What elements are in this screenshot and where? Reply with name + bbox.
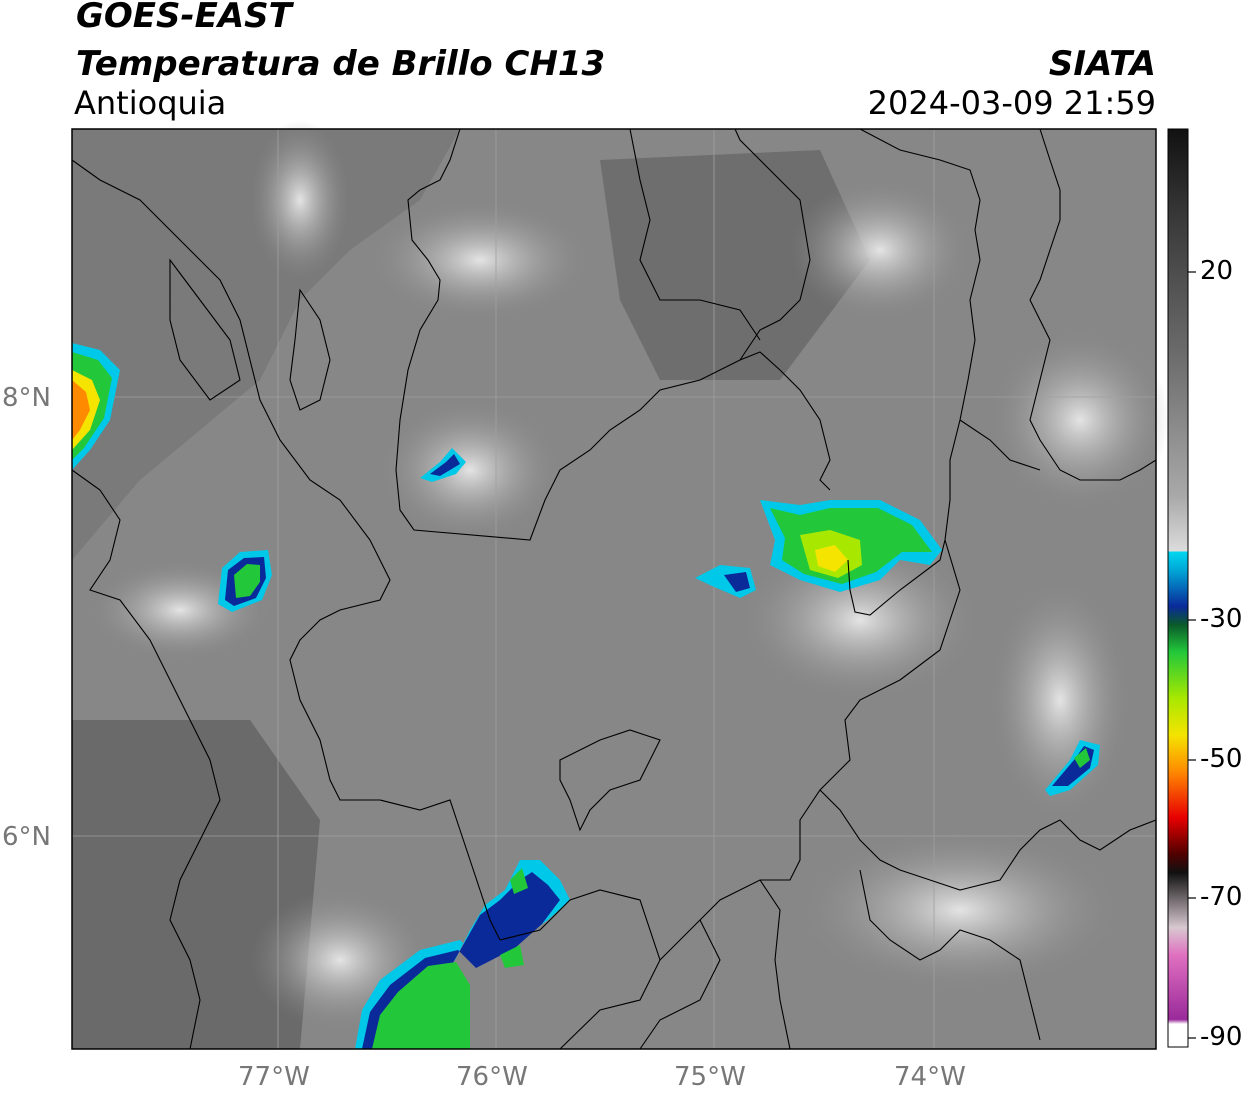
colorbar-tick-neg50: -50 bbox=[1200, 744, 1243, 774]
colorbar-tick-neg30: -30 bbox=[1200, 604, 1243, 634]
lon-label-76w: 76°W bbox=[456, 1062, 528, 1092]
colorbar-tick-20: 20 bbox=[1200, 256, 1234, 286]
organization-label: SIATA bbox=[1048, 44, 1156, 84]
colorbar-tick-neg70: -70 bbox=[1200, 882, 1243, 912]
map-frame bbox=[71, 128, 1157, 1050]
colorbar bbox=[1167, 128, 1189, 1048]
datetime-label: 2024-03-09 21:59 bbox=[867, 84, 1156, 122]
region-label: Antioquia bbox=[74, 84, 227, 122]
boundaries bbox=[71, 128, 1157, 1050]
colorbar-ticks bbox=[1188, 271, 1196, 1039]
product-title: Temperatura de Brillo CH13 bbox=[76, 44, 606, 84]
lat-label-6n: 6°N bbox=[2, 822, 51, 852]
convective-cells bbox=[72, 343, 1100, 1049]
lon-label-77w: 77°W bbox=[238, 1062, 310, 1092]
lon-label-75w: 75°W bbox=[674, 1062, 746, 1092]
satellite-title: GOES-EAST bbox=[76, 0, 292, 36]
colorbar-tick-neg90: -90 bbox=[1200, 1022, 1243, 1052]
lat-label-8n: 8°N bbox=[2, 383, 51, 413]
grid-lines bbox=[72, 129, 1156, 1049]
lon-label-74w: 74°W bbox=[894, 1062, 966, 1092]
